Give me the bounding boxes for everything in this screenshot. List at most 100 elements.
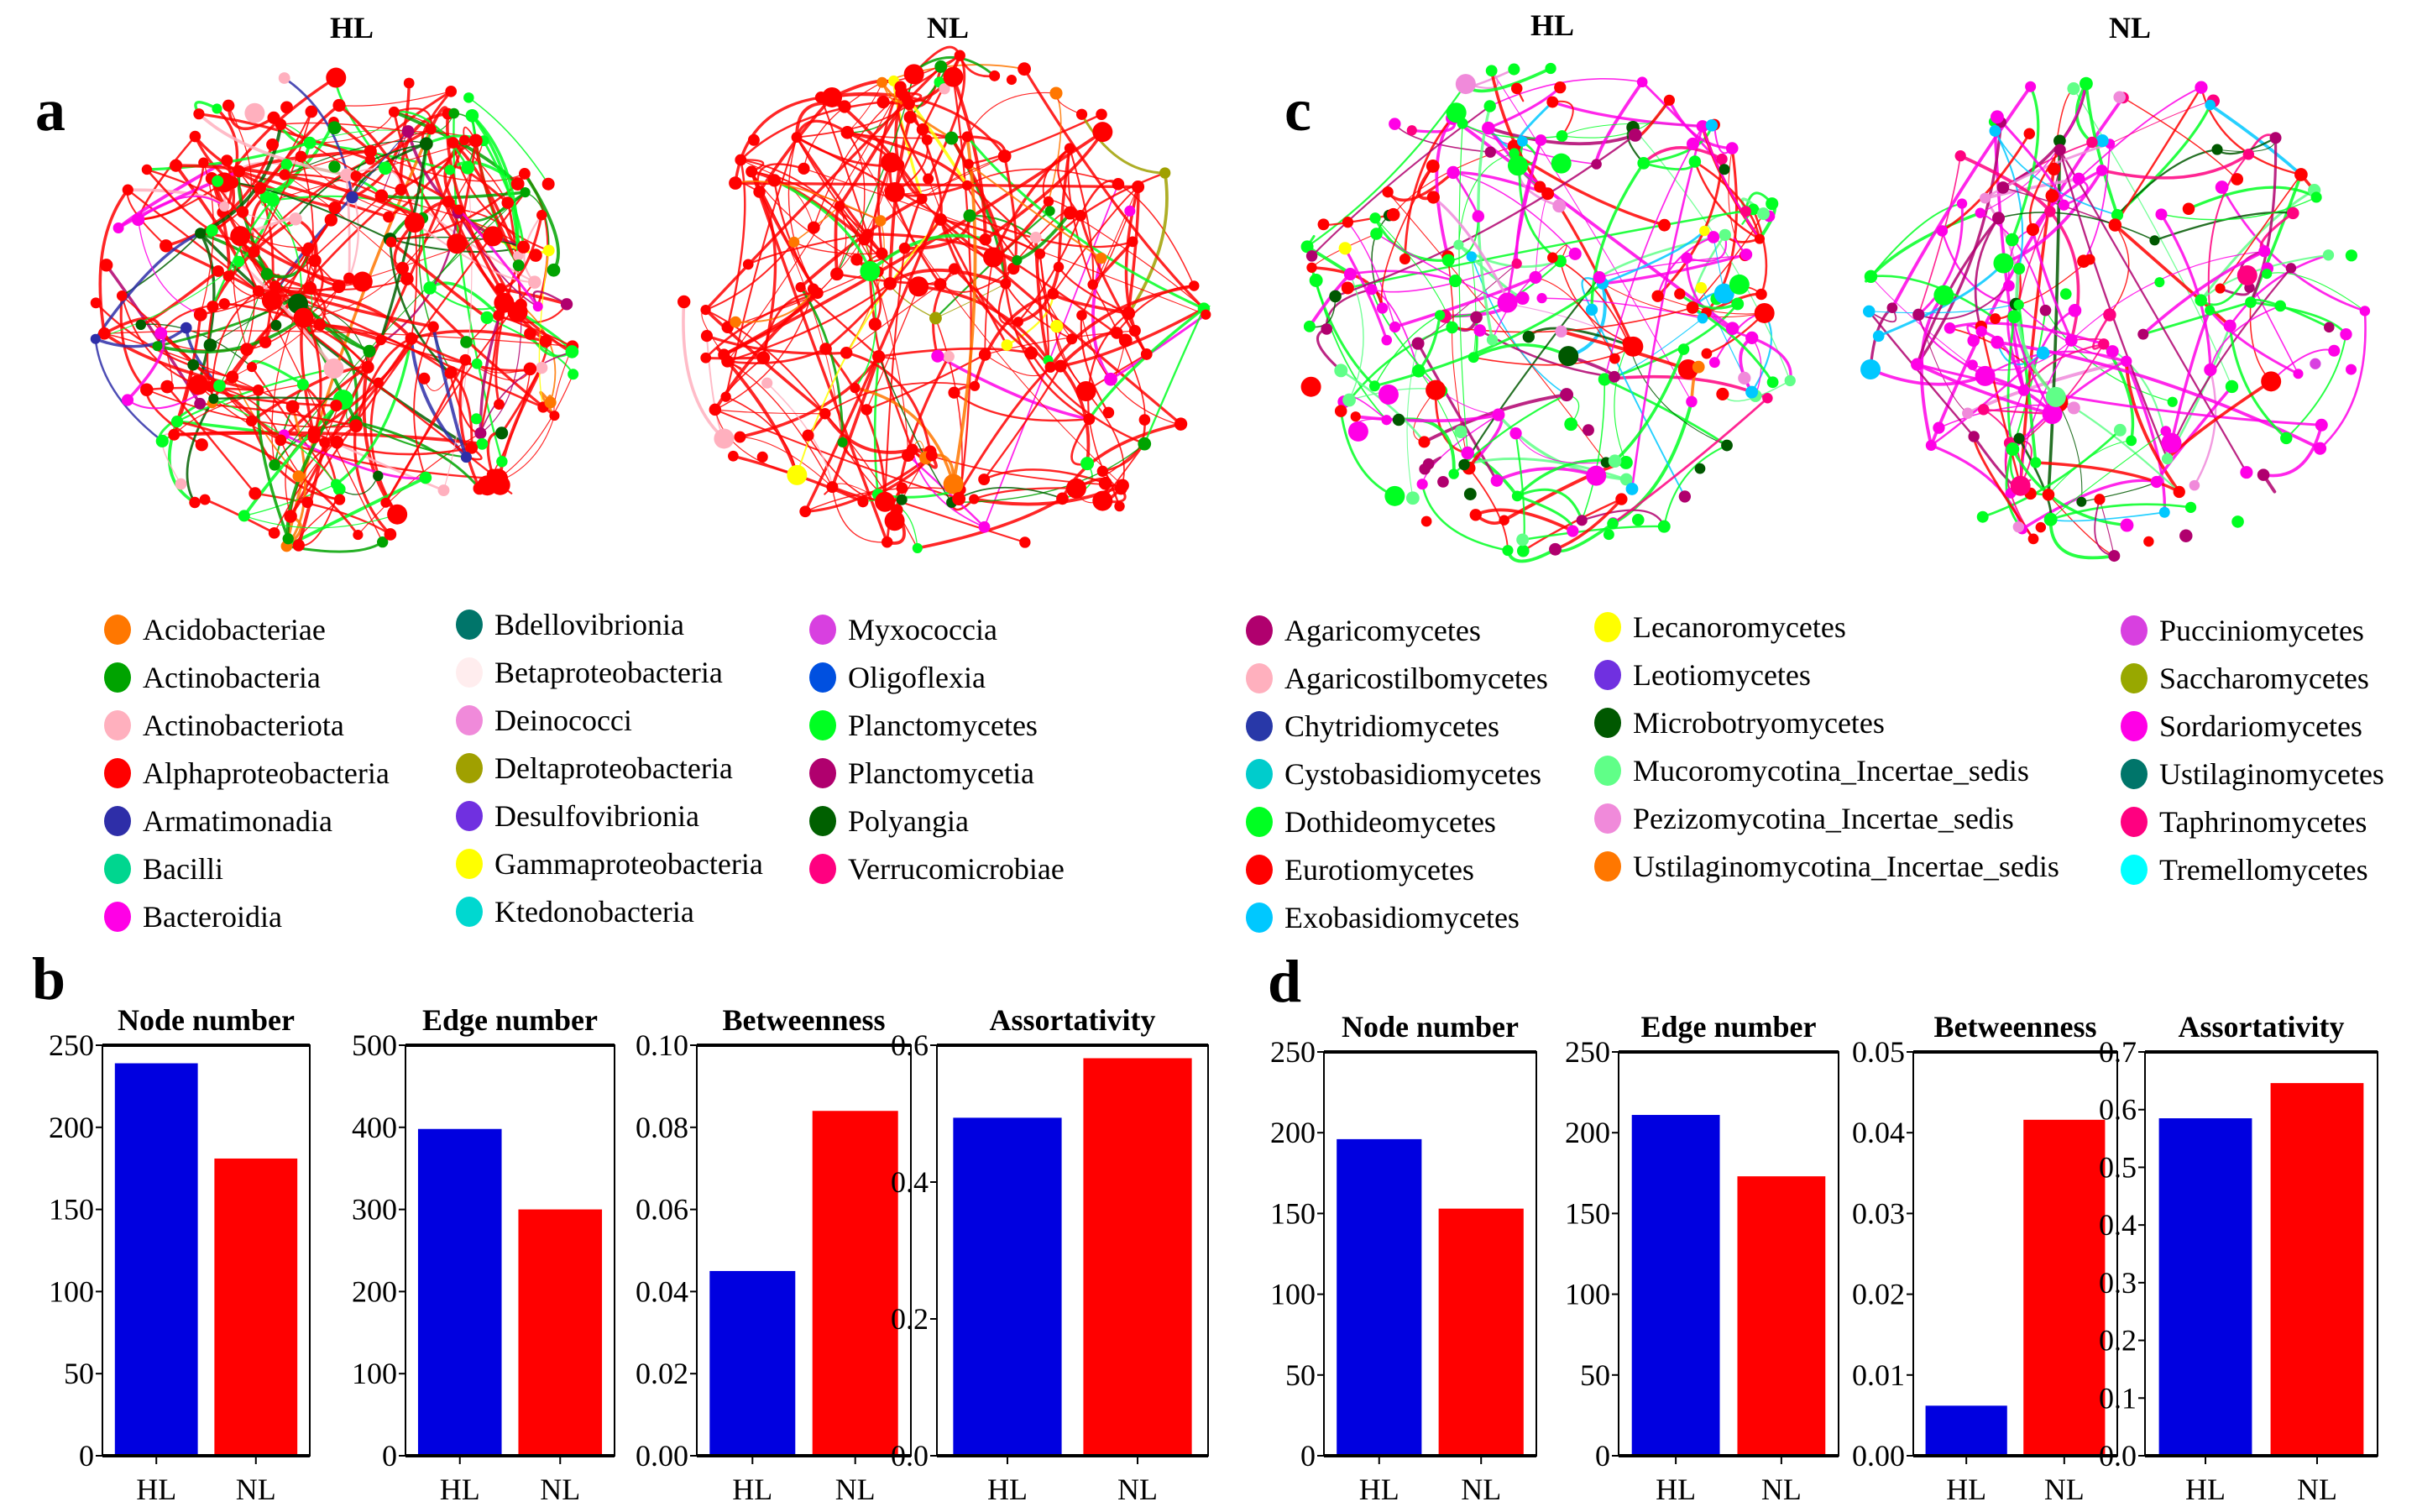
network-node xyxy=(720,391,731,402)
network-node xyxy=(1482,121,1495,135)
network-node xyxy=(948,386,960,399)
legend-color-dot xyxy=(104,710,131,740)
network-edge xyxy=(1432,196,1512,306)
network-edge xyxy=(2116,149,2218,216)
network-node xyxy=(1678,490,1692,503)
network-node xyxy=(954,50,965,61)
network-edge xyxy=(2209,309,2299,375)
network-node xyxy=(507,301,528,322)
network-edge xyxy=(1581,379,1606,521)
legend-label: Desulfovibrionia xyxy=(494,799,699,833)
chart-title: Node number xyxy=(1342,1010,1519,1044)
network-node xyxy=(330,479,342,490)
network-edge xyxy=(157,318,301,354)
bar-nl xyxy=(1083,1058,1192,1456)
y-tick-label: 0.6 xyxy=(2099,1093,2137,1127)
y-tick-label: 0.03 xyxy=(1852,1196,1905,1230)
network-edge xyxy=(264,219,332,343)
network-node xyxy=(2013,262,2026,275)
network-edge xyxy=(256,390,290,540)
network-edge xyxy=(213,396,343,401)
network-node xyxy=(495,426,509,440)
network-node xyxy=(2126,435,2137,447)
network-edge xyxy=(969,214,1133,249)
network-node xyxy=(1497,292,1518,313)
network-node xyxy=(1547,252,1558,264)
network-edge xyxy=(762,291,818,358)
network-node xyxy=(2137,328,2149,340)
network-node xyxy=(2322,249,2335,261)
network-edge xyxy=(479,351,573,434)
network-edge xyxy=(2142,249,2266,336)
y-tick-label: 200 xyxy=(1270,1116,1316,1149)
network-edge xyxy=(2048,519,2115,560)
network-node xyxy=(1757,207,1770,221)
y-tick-label: 0.6 xyxy=(891,1028,929,1062)
network-node xyxy=(1075,380,1096,401)
network-node xyxy=(868,317,882,331)
network-node xyxy=(486,468,499,480)
network-node xyxy=(1466,251,1478,262)
network-edge xyxy=(1562,100,1670,139)
network-edge xyxy=(497,374,574,479)
network-node xyxy=(1484,146,1496,158)
network-node xyxy=(2359,306,2371,317)
network-node xyxy=(1534,180,1546,193)
network-node xyxy=(1564,417,1578,432)
network-node xyxy=(2293,369,2304,379)
network-node xyxy=(261,290,282,311)
network-node xyxy=(2027,533,2039,545)
network-node xyxy=(549,411,560,421)
legend-label: Planctomycetes xyxy=(848,709,1038,742)
network-edge xyxy=(446,113,502,290)
network-node xyxy=(2113,423,2127,437)
network-node xyxy=(373,377,384,389)
network-node xyxy=(1738,371,1751,385)
network-node xyxy=(1076,310,1087,321)
legend-label: Leotiomycetes xyxy=(1633,658,1811,692)
network-edge xyxy=(355,421,481,489)
network-node xyxy=(1784,374,1796,387)
network-edge xyxy=(453,113,504,463)
network-node xyxy=(934,213,947,226)
network-node xyxy=(1389,321,1401,333)
network-node xyxy=(876,76,888,88)
network-node xyxy=(1469,509,1482,521)
network-edge xyxy=(1394,275,1536,329)
network-node xyxy=(2035,521,2047,533)
network-node xyxy=(2042,404,2063,425)
network-edge xyxy=(1870,275,1985,377)
bar-chart-d-assortativity: HL NL 0.0 0.1 0.2 0.3 0.4 0.5 0.6 0.7 Assortativit… xyxy=(2099,1010,2378,1506)
network-node xyxy=(2026,222,2039,237)
network-node xyxy=(1087,279,1098,290)
network-edge xyxy=(726,160,746,328)
network-edge xyxy=(200,402,357,427)
network-node xyxy=(213,379,226,392)
network-edge xyxy=(254,492,391,536)
network-edge xyxy=(1421,414,1499,484)
x-tick-label: HL xyxy=(1359,1473,1399,1506)
x-tick-label: NL xyxy=(1761,1473,1802,1506)
network-edge xyxy=(2083,144,2111,262)
network-edge xyxy=(1496,467,1597,483)
network-edge xyxy=(1057,148,1071,268)
network-node xyxy=(245,415,258,427)
network-node xyxy=(2328,344,2341,357)
network-node xyxy=(1686,301,1699,314)
network-node xyxy=(840,347,853,359)
network-node xyxy=(1766,376,1779,389)
network-node xyxy=(2053,134,2066,148)
network-node xyxy=(2262,269,2273,280)
network-node xyxy=(222,99,235,112)
network-edges xyxy=(1864,82,2367,560)
network-node xyxy=(840,126,855,139)
network-node xyxy=(1598,373,1611,386)
network-edge xyxy=(2161,196,2317,221)
network-edge xyxy=(2319,311,2367,450)
y-tick-label: 50 xyxy=(1285,1358,1316,1392)
network-edge xyxy=(94,338,164,442)
network-node xyxy=(529,249,542,262)
legend-label: Pezizomycotina_Incertae_sedis xyxy=(1633,802,2014,835)
y-tick-label: 0.08 xyxy=(636,1111,688,1144)
network-node xyxy=(747,133,760,146)
